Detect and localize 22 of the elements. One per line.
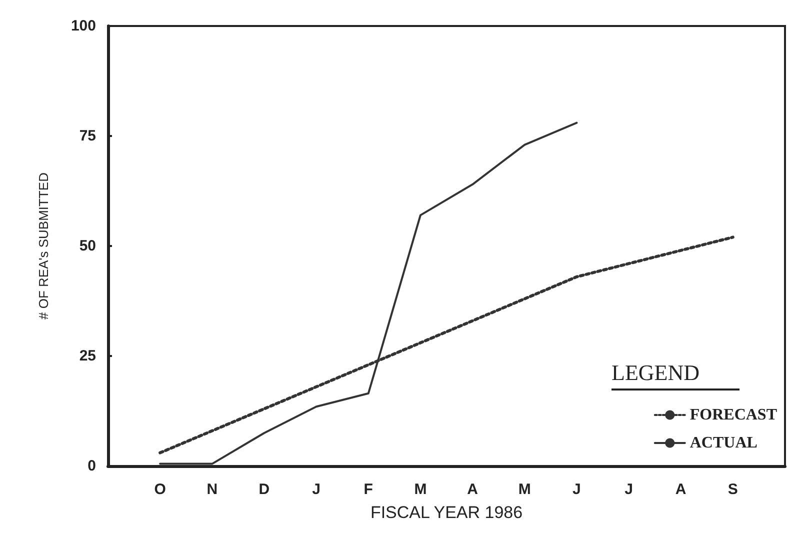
x-tick-label: J (624, 481, 633, 498)
legend-label: ACTUAL (690, 434, 758, 452)
x-tick-label: O (154, 481, 166, 498)
x-tick-label: N (206, 481, 218, 498)
y-axis-title: # OF REA's SUBMITTED (36, 172, 51, 320)
x-tick-label: J (312, 481, 320, 498)
legend-label: FORECAST (690, 406, 778, 424)
x-tick-label: F (364, 481, 373, 498)
y-tick-label: 75 (79, 128, 96, 144)
y-tick-label: 50 (79, 238, 96, 254)
x-tick-label: A (467, 481, 478, 498)
x-tick-label: S (728, 481, 738, 498)
y-tick-label: 0 (88, 458, 96, 474)
x-axis-title: FISCAL YEAR 1986 (370, 503, 523, 522)
y-tick-label: 100 (70, 18, 96, 34)
x-tick-label: J (572, 481, 581, 498)
x-tick-label: A (675, 481, 686, 498)
x-tick-label: M (518, 481, 531, 498)
legend-title: LEGEND (612, 360, 700, 385)
x-tick-label: M (414, 481, 427, 498)
y-tick-label: 25 (79, 348, 96, 364)
x-tick-label: D (258, 481, 270, 498)
